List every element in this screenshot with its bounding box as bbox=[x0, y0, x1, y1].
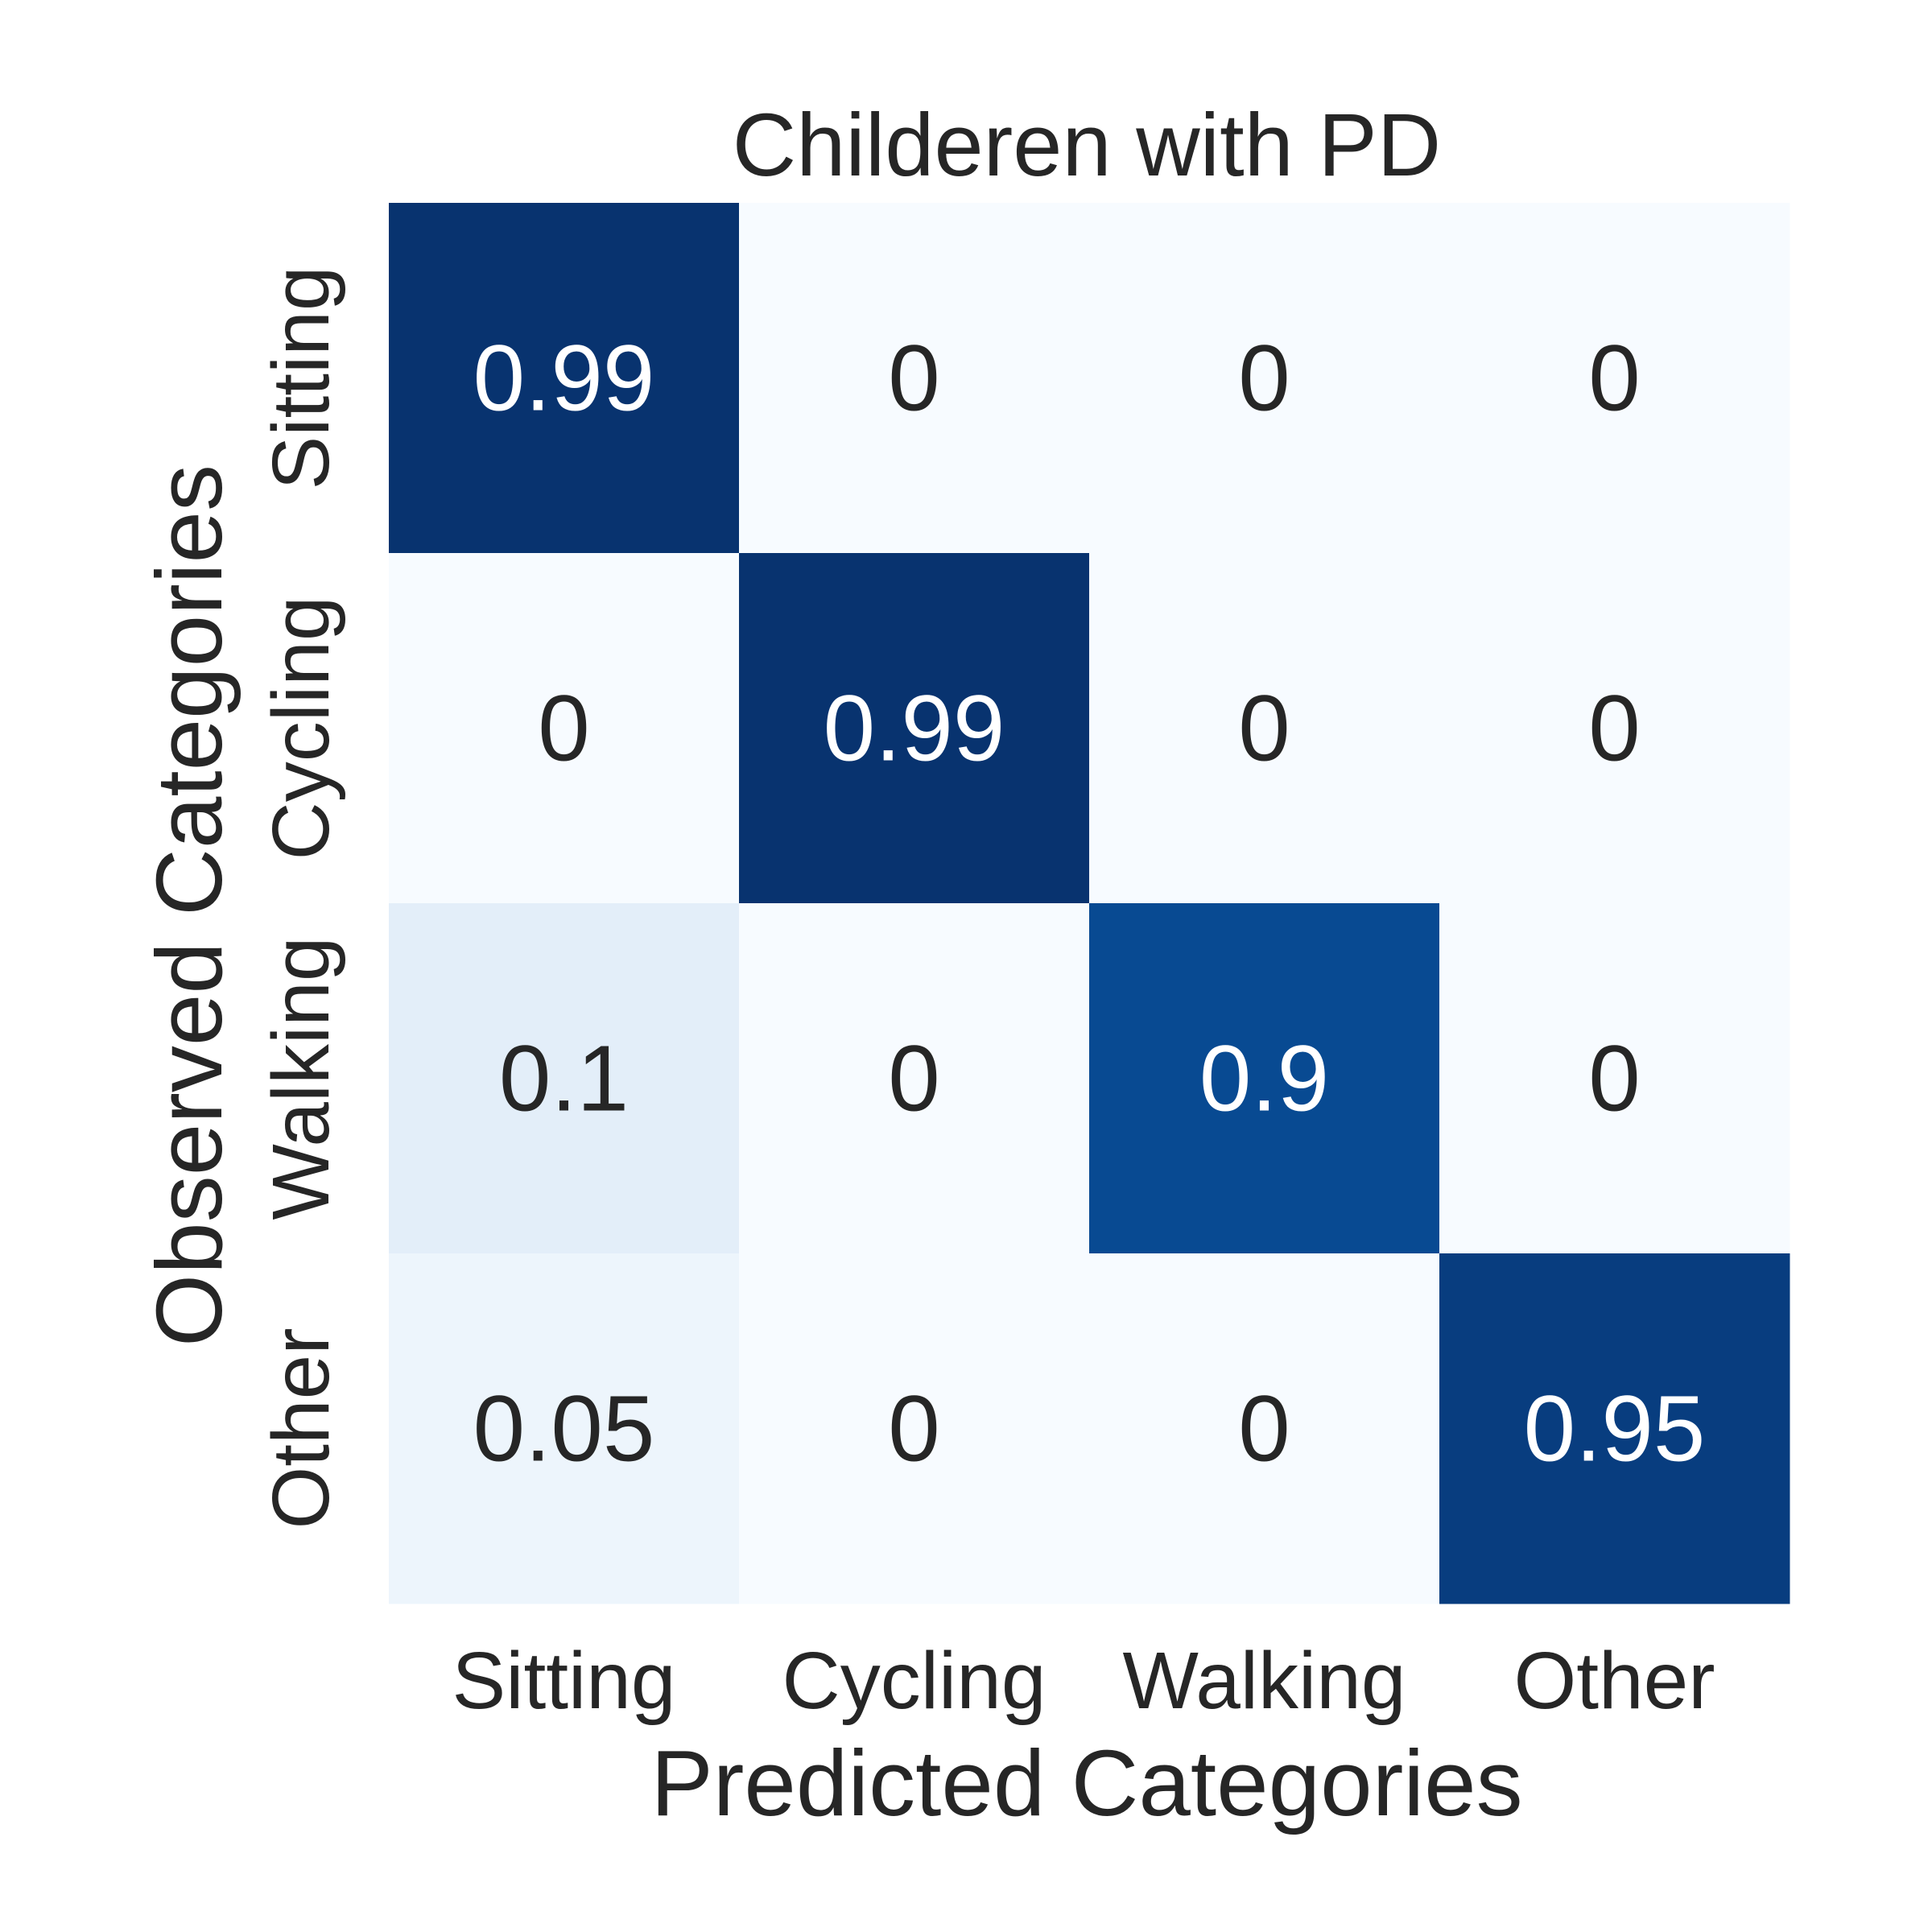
y-tick-label-walking: Walking bbox=[256, 937, 346, 1220]
heatmap-cell-r2-c0 bbox=[389, 903, 740, 1254]
heatmap-cell-r1-c3 bbox=[1439, 553, 1790, 904]
heatmap-cells bbox=[389, 203, 1790, 1604]
x-tick-label-other: Other bbox=[1513, 1636, 1715, 1726]
chart-title: Childeren with PD bbox=[733, 96, 1441, 195]
cell-value-label-r2-c0: 0.1 bbox=[499, 1026, 629, 1131]
cell-value-label-r2-c3: 0 bbox=[1588, 1026, 1641, 1131]
x-axis-label: Predicted Categories bbox=[650, 1731, 1522, 1835]
y-axis-label: Observed Categories bbox=[137, 464, 242, 1347]
cell-value-label-r3-c0: 0.05 bbox=[473, 1377, 655, 1481]
heatmap-cell-r2-c2 bbox=[1089, 903, 1440, 1254]
heatmap-cell-r0-c1 bbox=[739, 203, 1090, 554]
heatmap-cell-r0-c0 bbox=[389, 203, 740, 554]
heatmap-cell-r1-c2 bbox=[1089, 553, 1440, 904]
heatmap-cell-r3-c1 bbox=[739, 1253, 1090, 1604]
heatmap-cell-r2-c3 bbox=[1439, 903, 1790, 1254]
heatmap-cell-labels: 0.99 0 0 0 0 0.99 0 0 0.1 0 0.9 0 0.05 0 0 0.95 bbox=[473, 326, 1706, 1481]
cell-value-label-r1-c0: 0 bbox=[538, 676, 590, 781]
heatmap-cell-r3-c2 bbox=[1089, 1253, 1440, 1604]
cell-value-label-r0-c0: 0.99 bbox=[473, 326, 655, 431]
y-tick-label-cycling: Cycling bbox=[256, 597, 346, 861]
cell-value-label-r0-c2: 0 bbox=[1238, 326, 1290, 431]
heatmap-cell-r3-c0 bbox=[389, 1253, 740, 1604]
x-tick-labels: Sitting Cycling Walking Other bbox=[452, 1636, 1715, 1726]
heatmap-cell-r1-c1 bbox=[739, 553, 1090, 904]
cell-value-label-r0-c1: 0 bbox=[888, 326, 940, 431]
cell-value-label-r3-c1: 0 bbox=[888, 1377, 940, 1481]
cell-value-label-r0-c3: 0 bbox=[1588, 326, 1641, 431]
x-tick-label-cycling: Cycling bbox=[782, 1636, 1046, 1726]
heatmap-cell-r3-c3 bbox=[1439, 1253, 1790, 1604]
cell-value-label-r2-c2: 0.9 bbox=[1199, 1026, 1329, 1131]
cell-value-label-r3-c3: 0.95 bbox=[1524, 1377, 1706, 1481]
heatmap-cell-r0-c3 bbox=[1439, 203, 1790, 554]
cell-value-label-r1-c2: 0 bbox=[1238, 676, 1290, 781]
y-tick-label-sitting: Sitting bbox=[256, 266, 346, 490]
x-tick-label-sitting: Sitting bbox=[452, 1636, 676, 1726]
heatmap-cell-r1-c0 bbox=[389, 553, 740, 904]
y-tick-label-other: Other bbox=[256, 1327, 346, 1529]
heatmap-cell-r0-c2 bbox=[1089, 203, 1440, 554]
x-tick-label-walking: Walking bbox=[1123, 1636, 1406, 1726]
heatmap-cell-r2-c1 bbox=[739, 903, 1090, 1254]
y-tick-labels: Sitting Cycling Walking Other bbox=[256, 266, 346, 1530]
cell-value-label-r1-c1: 0.99 bbox=[824, 676, 1005, 781]
cell-value-label-r2-c1: 0 bbox=[888, 1026, 940, 1131]
cell-value-label-r3-c2: 0 bbox=[1238, 1377, 1290, 1481]
cell-value-label-r1-c3: 0 bbox=[1588, 676, 1641, 781]
